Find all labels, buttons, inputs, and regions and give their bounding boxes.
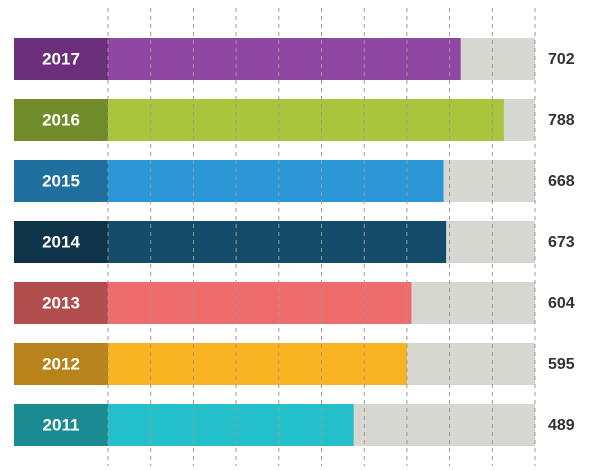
year-box <box>14 160 108 202</box>
year-label: 2014 <box>42 232 80 251</box>
bar <box>108 404 354 446</box>
value-label: 489 <box>548 417 575 434</box>
year-label: 2012 <box>42 354 80 373</box>
year-box <box>14 221 108 263</box>
bar <box>108 282 412 324</box>
value-label: 788 <box>548 112 575 129</box>
year-box <box>14 404 108 446</box>
year-box <box>14 38 108 80</box>
year-box <box>14 282 108 324</box>
year-box <box>14 99 108 141</box>
year-label: 2017 <box>42 49 80 68</box>
bar <box>108 343 407 385</box>
year-label: 2016 <box>42 110 80 129</box>
bar <box>108 99 504 141</box>
bar <box>108 38 461 80</box>
year-box <box>14 343 108 385</box>
value-label: 673 <box>548 234 575 251</box>
value-label: 604 <box>548 295 575 312</box>
year-label: 2015 <box>42 171 80 190</box>
value-label: 595 <box>548 356 575 373</box>
value-label: 668 <box>548 173 575 190</box>
bar <box>108 221 447 263</box>
year-label: 2011 <box>43 415 80 434</box>
bar <box>108 160 444 202</box>
year-label: 2013 <box>42 293 80 312</box>
value-label: 702 <box>548 51 575 68</box>
